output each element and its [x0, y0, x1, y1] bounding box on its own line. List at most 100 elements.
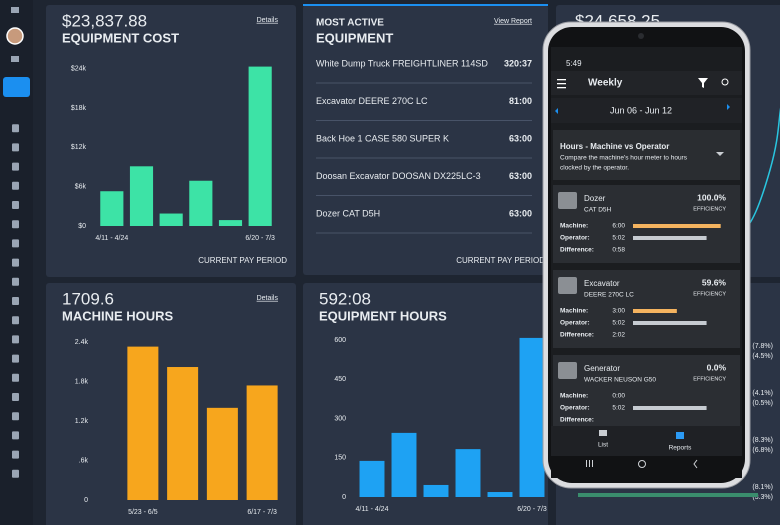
nav-icon[interactable] [12, 297, 19, 305]
bar [487, 492, 513, 497]
row-label: Machine: [560, 223, 588, 230]
x-tick-label: 4/11 - 4/24 [95, 235, 128, 242]
y-tick-label: 300 [334, 415, 346, 422]
nav-icon[interactable] [12, 162, 19, 171]
percent-label: (8.1%) [752, 484, 773, 491]
y-tick-label: 1.2k [75, 418, 89, 425]
bar [159, 213, 183, 226]
y-tick-label: 150 [334, 455, 346, 462]
bar [423, 484, 449, 497]
machine-bar [633, 224, 721, 228]
x-tick-label: 6/17 - 7/3 [247, 509, 277, 516]
nav-icon[interactable] [12, 431, 19, 440]
nav-tab[interactable]: Reports [669, 445, 693, 452]
reports-icon[interactable] [676, 432, 684, 439]
nav-icon[interactable] [12, 335, 19, 344]
row-label: Operator: [560, 235, 590, 242]
card-link[interactable]: Details [257, 295, 279, 302]
nav-icon[interactable] [11, 56, 19, 62]
bar [391, 432, 417, 497]
nav-icon[interactable] [12, 316, 19, 325]
operator-bar [633, 236, 707, 240]
card-footer: CURRENT PAY PERIOD [198, 256, 287, 265]
equipment-name: White Dump Truck FREIGHTLINER 114SD [316, 58, 488, 68]
nav-tab[interactable]: List [598, 442, 608, 449]
card-link[interactable]: View Report [494, 18, 532, 25]
section-desc: clocked by the operator. [560, 165, 629, 172]
bar [246, 385, 278, 500]
y-tick-label: .6k [79, 457, 89, 464]
card-accent [303, 4, 548, 6]
row-value: 3:00 [612, 308, 625, 315]
operator-bar [633, 406, 707, 410]
bar [100, 191, 124, 226]
card-title: EQUIPMENT [316, 30, 393, 45]
card-link[interactable]: Details [257, 17, 279, 24]
row-value: 6:00 [612, 223, 625, 230]
card-title: MACHINE HOURS [62, 308, 174, 323]
section-title: Hours - Machine vs Operator [560, 142, 669, 151]
nav-icon[interactable] [12, 393, 19, 401]
row-label: Machine: [560, 308, 588, 315]
y-tick-label: $24k [71, 65, 87, 72]
chevron[interactable] [716, 152, 724, 156]
nav-icon[interactable] [12, 143, 19, 152]
x-tick-label: 4/11 - 4/24 [356, 506, 389, 513]
card-value: $23,837.88 [62, 11, 147, 30]
bar [129, 166, 154, 226]
section-desc: Compare the machine's hour meter to hour… [560, 155, 688, 162]
y-tick-label: 1.8k [75, 378, 89, 385]
section-header [553, 130, 740, 180]
period-select[interactable]: Weekly [588, 78, 623, 89]
efficiency-label: EFFICIENCY [693, 291, 726, 297]
list-icon[interactable] [599, 430, 607, 436]
menu-icon[interactable] [557, 83, 566, 85]
y-tick-label: 0 [84, 497, 88, 504]
filter-icon[interactable] [698, 78, 708, 88]
date-range: Jun 06 - Jun 12 [610, 105, 672, 115]
equipment-hours: 320:37 [504, 58, 532, 68]
nav-icon[interactable] [12, 124, 19, 133]
card-title: EQUIPMENT COST [62, 30, 179, 45]
back-btn[interactable] [693, 459, 698, 469]
item-efficiency: 0.0% [707, 362, 727, 372]
date-bar [551, 98, 742, 123]
avatar[interactable] [6, 27, 24, 45]
row-value: 0:58 [612, 247, 625, 254]
search-icon[interactable] [721, 78, 729, 86]
nav-icon[interactable] [12, 239, 19, 248]
nav-icon[interactable] [12, 354, 19, 363]
nav-icon[interactable] [12, 450, 19, 459]
next-arrow[interactable] [727, 104, 730, 110]
nav-icon[interactable] [11, 7, 19, 13]
nav-icon[interactable] [12, 220, 19, 229]
app-bar [551, 71, 742, 95]
active-nav[interactable] [3, 77, 30, 97]
row-label: Operator: [560, 320, 590, 327]
nav-icon[interactable] [12, 258, 19, 267]
x-tick-label: 6/20 - 7/3 [245, 235, 275, 242]
nav-icon[interactable] [12, 181, 19, 190]
menu-icon[interactable] [557, 87, 566, 89]
recent-btn[interactable] [592, 460, 593, 467]
equipment-name: Dozer CAT D5H [316, 208, 380, 218]
progress [578, 493, 758, 497]
x-tick-label: 6/20 - 7/3 [517, 506, 547, 513]
equipment-name: Excavator DEERE 270C LC [316, 96, 428, 106]
card-value: 592:08 [319, 289, 371, 308]
recent-btn[interactable] [589, 460, 590, 467]
row-label: Difference: [560, 417, 594, 424]
equipment-icon [558, 277, 577, 294]
recent-btn[interactable] [586, 460, 587, 467]
nav-icon[interactable] [12, 277, 19, 286]
home-btn[interactable] [638, 460, 646, 468]
nav-icon[interactable] [12, 469, 19, 478]
nav-icon[interactable] [12, 412, 19, 421]
nav-icon[interactable] [12, 201, 19, 209]
nav-icon[interactable] [12, 373, 19, 382]
row-value: 2:02 [612, 332, 625, 339]
prev-arrow[interactable] [555, 108, 558, 114]
menu-icon[interactable] [557, 79, 566, 81]
bar [519, 337, 545, 497]
item-efficiency: 59.6% [702, 277, 727, 287]
